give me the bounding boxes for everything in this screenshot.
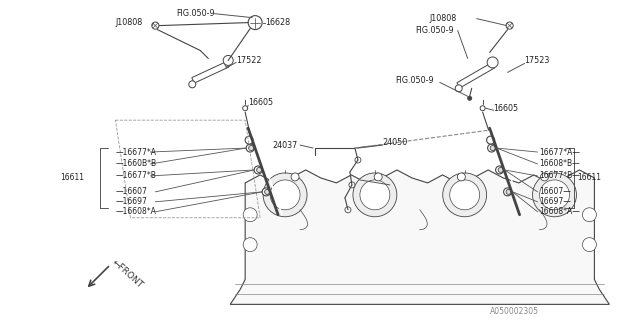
Polygon shape xyxy=(192,62,228,83)
Circle shape xyxy=(374,173,382,181)
Circle shape xyxy=(246,144,254,152)
Text: J10808: J10808 xyxy=(115,18,143,27)
Text: 16605: 16605 xyxy=(248,98,273,107)
Circle shape xyxy=(582,208,596,222)
Circle shape xyxy=(488,144,495,152)
Circle shape xyxy=(480,106,485,111)
Text: —16677*A: —16677*A xyxy=(115,148,156,156)
Circle shape xyxy=(498,167,503,172)
Text: 17523: 17523 xyxy=(525,56,550,65)
Circle shape xyxy=(243,106,248,111)
Circle shape xyxy=(355,157,361,163)
Circle shape xyxy=(582,238,596,252)
Circle shape xyxy=(532,173,577,217)
Circle shape xyxy=(257,167,262,172)
Text: 16677*A—: 16677*A— xyxy=(540,148,580,156)
Text: FIG.050-9: FIG.050-9 xyxy=(415,26,453,35)
Text: 16611: 16611 xyxy=(577,173,602,182)
Text: 16697—: 16697— xyxy=(540,197,572,206)
Circle shape xyxy=(468,96,472,100)
Circle shape xyxy=(248,16,262,29)
Polygon shape xyxy=(457,63,495,88)
Circle shape xyxy=(225,62,230,67)
Text: 16608*B—: 16608*B— xyxy=(540,159,580,169)
Circle shape xyxy=(189,81,196,88)
Circle shape xyxy=(455,85,462,92)
Circle shape xyxy=(262,188,270,196)
Circle shape xyxy=(506,22,513,29)
Text: 16611: 16611 xyxy=(61,173,84,182)
Polygon shape xyxy=(230,170,609,304)
Circle shape xyxy=(487,57,498,68)
Circle shape xyxy=(443,173,486,217)
Circle shape xyxy=(360,180,390,210)
Text: —16607: —16607 xyxy=(115,188,147,196)
Circle shape xyxy=(541,173,548,181)
Text: 16605: 16605 xyxy=(493,104,519,113)
Text: —16697: —16697 xyxy=(115,197,147,206)
Text: ←FRONT: ←FRONT xyxy=(111,258,145,290)
Circle shape xyxy=(291,173,299,181)
Circle shape xyxy=(264,189,269,194)
Circle shape xyxy=(349,182,355,188)
Text: 24037: 24037 xyxy=(273,140,298,149)
Circle shape xyxy=(243,238,257,252)
Text: —1660B*B: —1660B*B xyxy=(115,159,157,169)
Text: J10808: J10808 xyxy=(430,14,457,23)
Text: 16607—: 16607— xyxy=(540,188,572,196)
Circle shape xyxy=(495,166,504,174)
Circle shape xyxy=(353,173,397,217)
Circle shape xyxy=(458,173,465,181)
Circle shape xyxy=(270,180,300,210)
Circle shape xyxy=(506,189,511,194)
Circle shape xyxy=(223,55,233,65)
Circle shape xyxy=(249,146,253,150)
Circle shape xyxy=(540,180,570,210)
Text: A050002305: A050002305 xyxy=(490,307,539,316)
Text: 17522: 17522 xyxy=(236,56,262,65)
Circle shape xyxy=(486,136,495,144)
Circle shape xyxy=(490,63,495,68)
Circle shape xyxy=(450,180,479,210)
Circle shape xyxy=(152,22,159,29)
Text: FIG.050-9: FIG.050-9 xyxy=(395,76,433,85)
Circle shape xyxy=(245,136,253,144)
Text: —16677*B: —16677*B xyxy=(115,172,156,180)
Circle shape xyxy=(504,188,511,196)
Text: 16628: 16628 xyxy=(265,18,291,27)
Circle shape xyxy=(243,208,257,222)
Circle shape xyxy=(263,173,307,217)
Text: 24050: 24050 xyxy=(383,138,408,147)
Text: FIG.050-9: FIG.050-9 xyxy=(176,9,215,18)
Circle shape xyxy=(254,166,262,174)
Text: 16677*B—: 16677*B— xyxy=(540,172,580,180)
Text: 16608*A—: 16608*A— xyxy=(540,207,580,216)
Circle shape xyxy=(490,146,495,150)
Circle shape xyxy=(345,207,351,213)
Text: —16608*A: —16608*A xyxy=(115,207,156,216)
